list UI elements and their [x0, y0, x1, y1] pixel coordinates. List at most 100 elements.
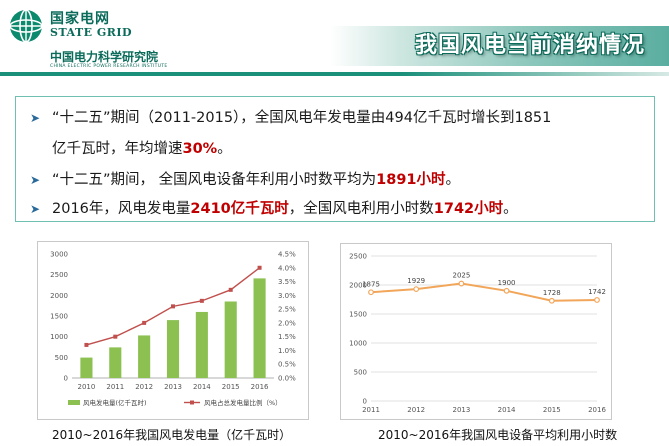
x-tick-label: 2014: [193, 383, 211, 391]
y-tick-label: 1500: [349, 311, 367, 319]
bullet-1-line-1: ➤ “十二五”期间（2011-2015），全国风电年发电量由494亿千瓦时增长到1…: [30, 106, 551, 127]
y-tick-label: 1000: [349, 340, 367, 348]
y-right-tick-label: 3.0%: [278, 292, 296, 300]
share-point-2011: [113, 334, 118, 339]
bar-2014: [195, 311, 208, 378]
x-tick-label: 2012: [135, 383, 153, 391]
bar-2016: [253, 278, 266, 378]
y-right-tick-label: 2.5%: [278, 306, 296, 314]
utilization-point-2015: [548, 297, 555, 304]
utilization-chart: 0 500 1000 1500 2000 2500 1875 2011 1929 2012 2025…: [349, 253, 606, 415]
x-tick-label: 2016: [251, 383, 269, 391]
y-left-tick-label: 2500: [50, 271, 68, 279]
bullet-2-end: 。: [445, 172, 461, 188]
y-right-tick-label: 1.0%: [278, 347, 296, 355]
header-divider: [0, 72, 669, 76]
summary-box: ➤ “十二五”期间（2011-2015），全国风电年发电量由494亿千瓦时增长到1…: [15, 96, 655, 222]
legend-bar-swatch: [68, 400, 80, 405]
data-label-2015: 1728: [543, 289, 561, 297]
bullet-2-text: “十二五”期间， 全国风电设备年利用小时数平均为: [52, 172, 377, 188]
y-tick-label: 2500: [349, 253, 367, 261]
x-tick-label: 2011: [106, 383, 124, 391]
bullet-1-text-b: 亿千瓦时，年均增速: [52, 141, 183, 157]
y-left-tick-label: 2000: [50, 292, 68, 300]
utilization-point-2012: [413, 286, 420, 293]
y-right-tick-label: 1.5%: [278, 333, 296, 341]
utilization-point-2016: [594, 297, 600, 303]
x-tick-label: 2015: [222, 383, 240, 391]
share-point-2010: [84, 342, 89, 347]
y-right-tick-label: 0.0%: [278, 375, 296, 383]
bullet-1-end: 。: [217, 141, 232, 157]
bullet-1-highlight: 30%: [182, 141, 218, 157]
x-tick-label: 2010: [78, 383, 96, 391]
x-tick-label: 2013: [452, 406, 470, 414]
share-point-2015: [228, 287, 233, 292]
utilization-point-2011: [368, 289, 374, 296]
share-point-2013: [171, 304, 175, 309]
bullet-3-text-a: 2016年，风电发电量: [52, 201, 191, 217]
y-right-tick-label: 3.5%: [278, 278, 296, 286]
bullet-3-highlight-2: 1742小时: [433, 201, 504, 217]
bullet-2: ➤ “十二五”期间， 全国风电设备年利用小时数平均为1891小时。: [30, 168, 460, 189]
data-label-2012: 1929: [407, 277, 425, 285]
legend-line-label: 风电占总发电量比例（%）: [204, 398, 282, 407]
y-left-tick-label: 1000: [50, 333, 68, 341]
share-point-2014: [199, 298, 204, 303]
y-right-tick-label: 4.5%: [278, 251, 296, 259]
bar-2011: [109, 347, 122, 378]
bullet-3: ➤ 2016年，风电发电量2410亿千瓦时，全国风电利用小时数1742小时。: [30, 197, 518, 218]
bullet-2-highlight: 1891小时: [376, 172, 446, 188]
share-point-2012: [142, 320, 147, 325]
legend-bar-label: 风电发电量(亿千瓦时): [83, 398, 147, 407]
x-tick-label: 2013: [164, 383, 182, 391]
brand-name-en: STATE GRID: [50, 26, 133, 39]
x-tick-label: 2012: [407, 406, 425, 414]
utilization-chart-panel: 0 500 1000 1500 2000 2500 1875 2011 1929 2012 2025…: [340, 243, 612, 420]
institute-name-en: CHINA ELECTRIC POWER RESEARCH INSTITUTE: [50, 64, 168, 69]
utilization-chart-caption: 2010~2016年我国风电设备平均利用小时数: [378, 428, 618, 442]
bullet-1-text-a: “十二五”期间（2011-2015），全国风电年发电量由494亿千瓦时增长到18…: [52, 110, 552, 126]
data-label-2016: 1742: [588, 288, 606, 296]
legend-line-marker: [190, 400, 194, 405]
institute-name-cn: 中国电力科学研究院: [50, 50, 159, 64]
y-right-tick-label: 0.5%: [278, 361, 296, 369]
generation-chart: 0 500 1000 1500 2000 2500 3000 0.0% 0.5% 1.0% 1.5%…: [50, 251, 296, 408]
y-tick-label: 500: [354, 369, 367, 377]
data-label-2013: 2025: [452, 272, 470, 280]
x-tick-label: 2015: [543, 406, 561, 414]
utilization-point-2013: [458, 280, 465, 287]
data-label-2011: 1875: [362, 280, 380, 288]
bullet-arrow-icon: ➤: [30, 202, 41, 216]
y-tick-label: 2000: [349, 282, 367, 290]
x-tick-label: 2011: [362, 406, 380, 414]
utilization-point-2014: [503, 287, 510, 294]
bar-2015: [224, 301, 237, 378]
bullet-arrow-icon: ➤: [30, 173, 41, 187]
bullet-1-line-2: 亿千瓦时，年均增速30%。: [30, 137, 232, 158]
y-left-tick-label: 0: [64, 375, 68, 383]
y-tick-label: 0: [363, 398, 367, 406]
state-grid-logo-icon: [9, 9, 43, 43]
title-banner: 我国风电当前消纳情况: [330, 26, 669, 66]
bullet-arrow-icon: ➤: [30, 111, 41, 125]
bullet-3-text-b: ，全国风电利用小时数: [288, 201, 434, 217]
utilization-line: [370, 282, 598, 302]
y-left-tick-label: 1500: [50, 313, 68, 321]
bar-2013: [166, 320, 180, 378]
x-tick-label: 2014: [498, 406, 516, 414]
share-point-2016: [257, 265, 262, 270]
y-right-tick-label: 4.0%: [278, 264, 296, 272]
y-right-tick-label: 2.0%: [278, 319, 296, 327]
y-left-tick-label: 500: [55, 354, 68, 362]
logo-block: 国家电网 STATE GRID 中国电力科学研究院 CHINA ELECTRIC…: [8, 6, 188, 70]
bullet-3-highlight-1: 2410亿千瓦时: [190, 201, 289, 217]
page-title: 我国风电当前消纳情况: [414, 33, 645, 58]
x-tick-label: 2016: [588, 406, 606, 414]
bar-2012: [138, 335, 151, 378]
brand-name-cn: 国家电网: [50, 11, 110, 27]
bullet-3-end: 。: [503, 201, 518, 217]
bar-2010: [80, 357, 93, 378]
generation-chart-caption: 2010~2016年我国风电发电量（亿千瓦时）: [52, 428, 292, 442]
y-left-tick-label: 3000: [50, 251, 68, 259]
